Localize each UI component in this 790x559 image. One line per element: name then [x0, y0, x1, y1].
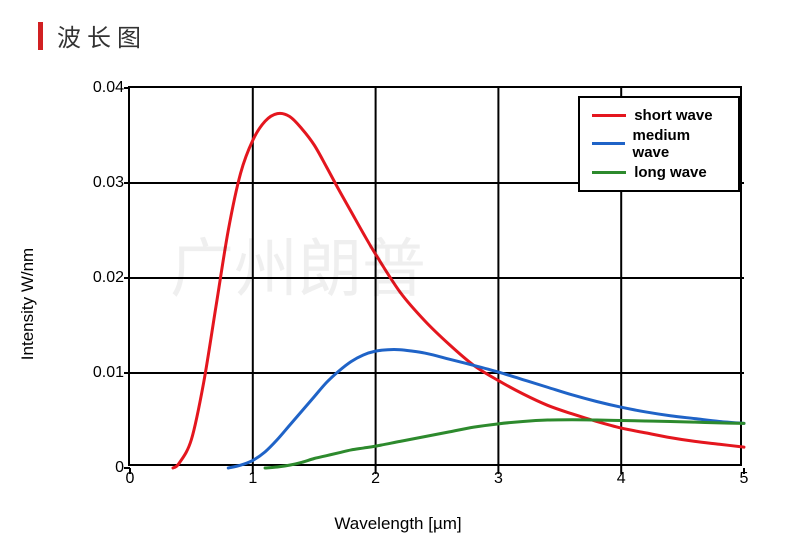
- series-long-wave: [265, 420, 744, 468]
- page-root: 波长图 Intensity W/nm Wavelength [µm] short…: [0, 0, 790, 559]
- x-tick-label: 2: [371, 464, 380, 488]
- chart-container: Intensity W/nm Wavelength [µm] short wav…: [38, 74, 758, 534]
- y-tick-label: 0: [115, 459, 130, 477]
- y-tick-label: 0.04: [93, 79, 130, 97]
- y-tick-label: 0.03: [93, 174, 130, 192]
- x-tick-label: 1: [248, 464, 257, 488]
- series-medium-wave: [228, 350, 744, 468]
- legend-swatch: [592, 142, 624, 145]
- legend-swatch: [592, 114, 626, 117]
- y-tick-label: 0.01: [93, 364, 130, 382]
- x-tick-label: 4: [617, 464, 626, 488]
- legend-swatch: [592, 171, 626, 174]
- legend-item: short wave: [592, 107, 726, 124]
- plot-area: short wavemedium wavelong wave 广州朗普 0123…: [128, 86, 742, 466]
- legend-label: long wave: [634, 164, 707, 181]
- x-tick-label: 3: [494, 464, 503, 488]
- legend-item: medium wave: [592, 127, 726, 161]
- legend-label: short wave: [634, 107, 712, 124]
- legend-label: medium wave: [633, 127, 726, 161]
- page-title: 波长图: [57, 18, 147, 53]
- legend-item: long wave: [592, 164, 726, 181]
- page-title-row: 波长图: [38, 18, 147, 53]
- x-axis-label: Wavelength [µm]: [38, 514, 758, 534]
- y-axis-label: Intensity W/nm: [18, 248, 38, 360]
- y-tick-label: 0.02: [93, 269, 130, 287]
- title-accent-bar: [38, 22, 43, 50]
- x-tick-label: 5: [740, 464, 749, 488]
- legend-box: short wave medium wave long wave: [578, 96, 740, 192]
